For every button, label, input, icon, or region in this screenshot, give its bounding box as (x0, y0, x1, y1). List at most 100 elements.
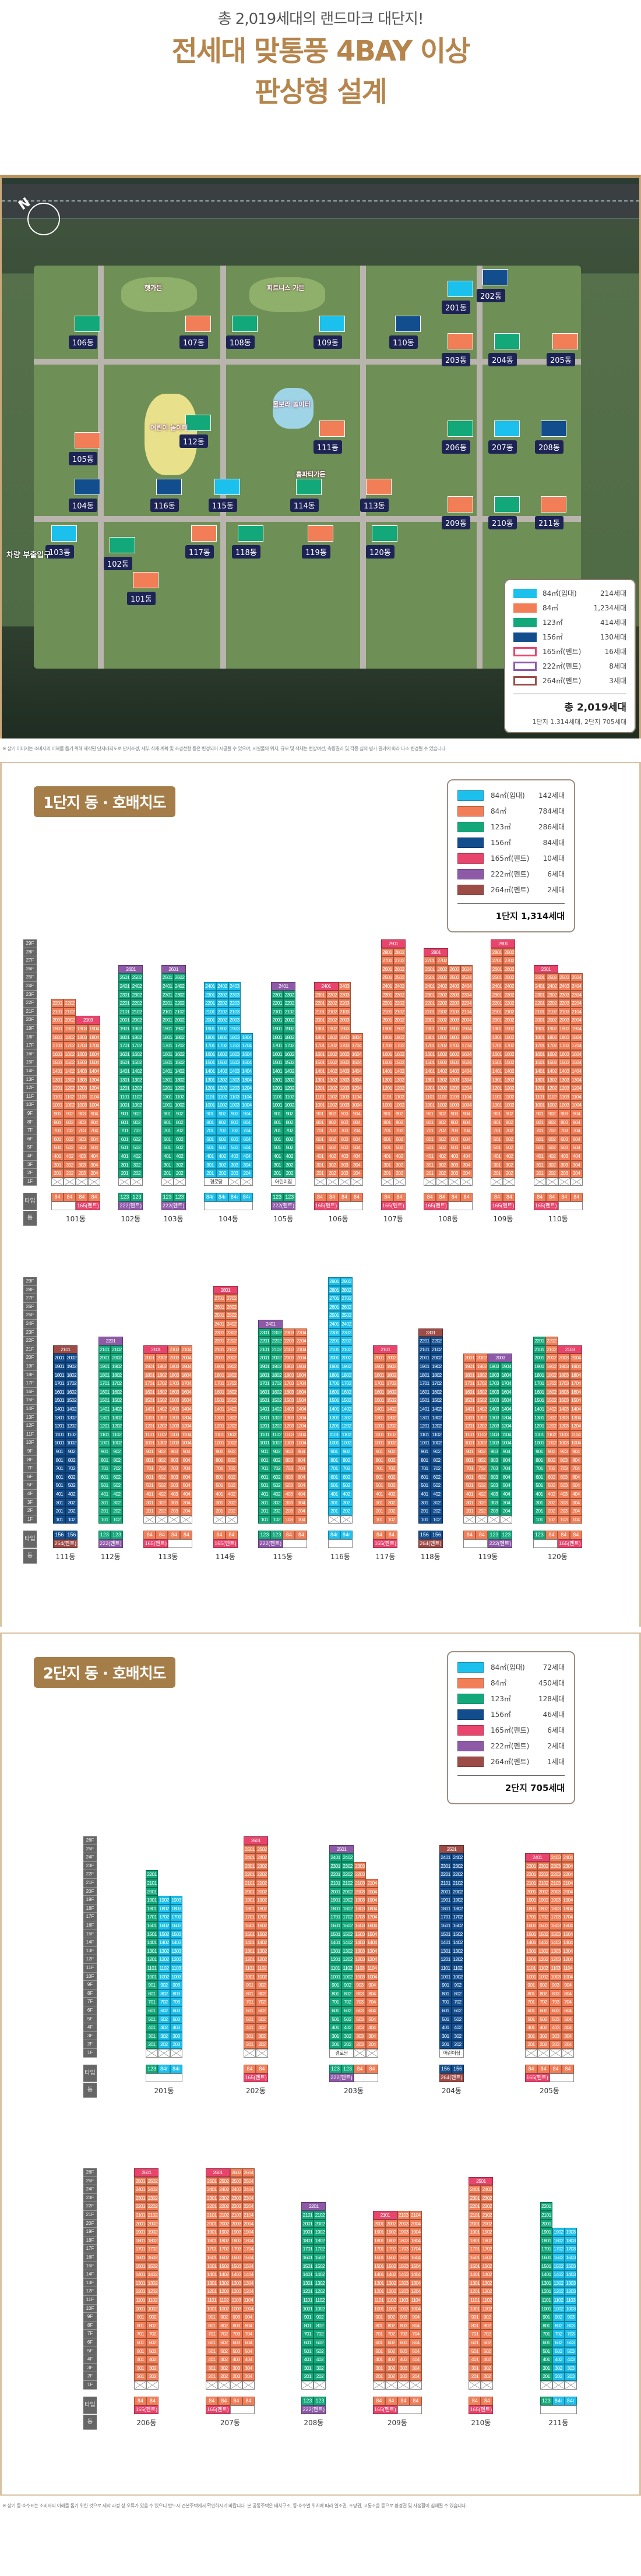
unit-cell[interactable]: 1004 (242, 2304, 255, 2313)
unit-cell[interactable]: 301 (301, 2363, 314, 2373)
unit-cell[interactable]: 1101 (327, 1430, 340, 1439)
unit-cell[interactable]: 2201 (205, 2202, 218, 2211)
building-name[interactable]: 103동 (163, 1215, 184, 1224)
unit-cell[interactable]: 1302 (158, 1946, 170, 1956)
unit-cell[interactable]: 301 (213, 1498, 226, 1507)
unit-cell[interactable]: 1702 (225, 1379, 238, 1388)
unit-cell[interactable]: 802 (283, 1118, 296, 1127)
unit-cell[interactable]: 1504 (180, 1396, 193, 1405)
unit-cell[interactable]: 1201 (314, 1084, 326, 1093)
unit-cell[interactable]: 1902 (545, 1024, 558, 1033)
unit-cell[interactable]: 1402 (436, 1067, 449, 1076)
unit-cell[interactable]: 1602 (552, 2253, 565, 2262)
unit-cell[interactable]: 1002 (283, 1101, 296, 1109)
unit-cell[interactable]: 1704 (240, 1041, 253, 1050)
unit-cell[interactable]: 2204 (562, 1870, 574, 1879)
unit-cell[interactable]: 1004 (569, 1439, 582, 1447)
unit-cell[interactable]: 1204 (295, 1422, 308, 1430)
unit-cell[interactable]: 1504 (460, 1058, 473, 1067)
unit-cell[interactable]: 1803 (283, 1370, 295, 1380)
unit-cell[interactable]: 1002 (430, 1439, 443, 1447)
unit-cell[interactable]: 1204 (562, 1955, 574, 1964)
unit-cell[interactable]: 1901 (161, 1024, 174, 1033)
unit-cell[interactable]: 1201 (213, 1422, 226, 1430)
unit-cell[interactable]: 1503 (338, 1058, 351, 1067)
unit-cell[interactable]: 501 (525, 2015, 537, 2024)
unit-cell[interactable]: 2302 (545, 990, 558, 999)
unit-cell[interactable]: 2103 (397, 2211, 410, 2220)
unit-cell[interactable]: 401 (118, 1152, 131, 1161)
building-tag[interactable]: 204동 (488, 353, 517, 366)
unit-cell[interactable]: 2001 (203, 1016, 216, 1024)
unit-cell[interactable]: 1401 (463, 1405, 476, 1414)
unit-cell[interactable]: 402 (110, 1490, 123, 1499)
unit-cell[interactable]: 2104 (570, 1007, 583, 1016)
unit-cell[interactable]: 702 (452, 1998, 464, 2006)
unit-cell[interactable]: 1004 (88, 1101, 101, 1109)
unit-cell[interactable]: 1301 (329, 1946, 341, 1956)
unit-cell[interactable]: 1604 (460, 1050, 473, 1059)
unit-cell[interactable]: 302 (385, 2363, 397, 2373)
unit-cell[interactable]: 1501 (98, 1396, 111, 1405)
unit-cell[interactable]: 1402 (146, 2270, 159, 2279)
unit-cell[interactable]: 1102 (385, 1430, 398, 1439)
unit-cell[interactable]: 1304 (350, 1075, 363, 1084)
unit-cell[interactable]: 1102 (393, 1092, 406, 1101)
unit-cell[interactable]: 2001 (424, 1016, 436, 1024)
penthouse-cell[interactable]: 2101 (143, 1345, 168, 1354)
unit-cell[interactable]: 303 (488, 1498, 501, 1507)
unit-cell[interactable]: 1801 (205, 2236, 218, 2245)
unit-cell[interactable]: 2402 (481, 2185, 494, 2194)
unit-cell[interactable]: 2003 (338, 1016, 351, 1024)
building-tag[interactable]: 209동 (442, 516, 470, 529)
unit-cell[interactable]: 201 (469, 2372, 481, 2381)
unit-cell[interactable]: 1401 (327, 1405, 340, 1414)
unit-cell[interactable]: 202 (481, 2372, 494, 2381)
unit-cell[interactable]: 1101 (439, 1964, 452, 1973)
unit-cell[interactable]: 402 (216, 1152, 228, 1161)
unit-cell[interactable]: 701 (418, 1464, 431, 1473)
unit-cell[interactable]: 203 (564, 2372, 577, 2381)
unit-cell[interactable]: 1503 (488, 1396, 501, 1405)
unit-cell[interactable]: 2302 (537, 1861, 550, 1871)
unit-cell[interactable]: 504 (569, 1481, 582, 1490)
unit-cell[interactable]: 1404 (569, 1405, 582, 1414)
building-tag[interactable]: 116동 (150, 499, 179, 512)
unit-cell[interactable]: 201 (439, 2040, 452, 2049)
unit-cell[interactable]: 802 (131, 1118, 143, 1127)
unit-cell[interactable]: 1204 (460, 1084, 473, 1093)
unit-cell[interactable]: 1201 (540, 2287, 552, 2296)
unit-cell[interactable]: 1103 (558, 1092, 570, 1101)
unit-cell[interactable]: 1703 (168, 1379, 181, 1388)
unit-cell[interactable]: 701 (424, 1126, 436, 1135)
unit-cell[interactable]: 1002 (545, 1101, 558, 1109)
unit-cell[interactable]: 701 (439, 1998, 452, 2006)
unit-cell[interactable]: 402 (146, 2355, 159, 2364)
unit-cell[interactable]: 801 (213, 1455, 226, 1465)
unit-cell[interactable]: 1504 (240, 1058, 253, 1067)
unit-cell[interactable]: 1602 (481, 2253, 494, 2262)
unit-cell[interactable]: 1704 (570, 1041, 583, 1050)
unit-cell[interactable]: 1401 (271, 1067, 284, 1076)
unit-cell[interactable]: 402 (173, 1152, 186, 1161)
unit-cell[interactable]: 1701 (301, 2245, 314, 2253)
unit-cell[interactable]: 1801 (418, 1370, 431, 1380)
unit-cell[interactable]: 502 (146, 2347, 159, 2356)
unit-cell[interactable]: 2101 (533, 1345, 545, 1354)
unit-cell[interactable]: 1702 (452, 1913, 464, 1921)
unit-cell[interactable]: 1104 (569, 1430, 582, 1439)
unit-cell[interactable]: 102 (110, 1515, 123, 1524)
unit-cell[interactable]: 504 (409, 2347, 422, 2356)
unit-cell[interactable]: 1402 (65, 1405, 78, 1414)
unit-cell[interactable]: 1902 (393, 1024, 406, 1033)
unit-cell[interactable]: 1601 (98, 1387, 111, 1397)
unit-cell[interactable]: 1501 (540, 2261, 552, 2271)
unit-cell[interactable]: 902 (341, 1981, 354, 1990)
unit-cell[interactable]: 1401 (372, 2270, 385, 2279)
unit-cell[interactable]: 804 (295, 1455, 308, 1465)
unit-cell[interactable]: 1204 (242, 2287, 255, 2296)
unit-cell[interactable]: 1901 (533, 1362, 545, 1371)
unit-cell[interactable]: 2301 (329, 1861, 341, 1871)
unit-cell[interactable]: 1602 (503, 1050, 516, 1059)
unit-cell[interactable]: 2504 (242, 2176, 255, 2186)
